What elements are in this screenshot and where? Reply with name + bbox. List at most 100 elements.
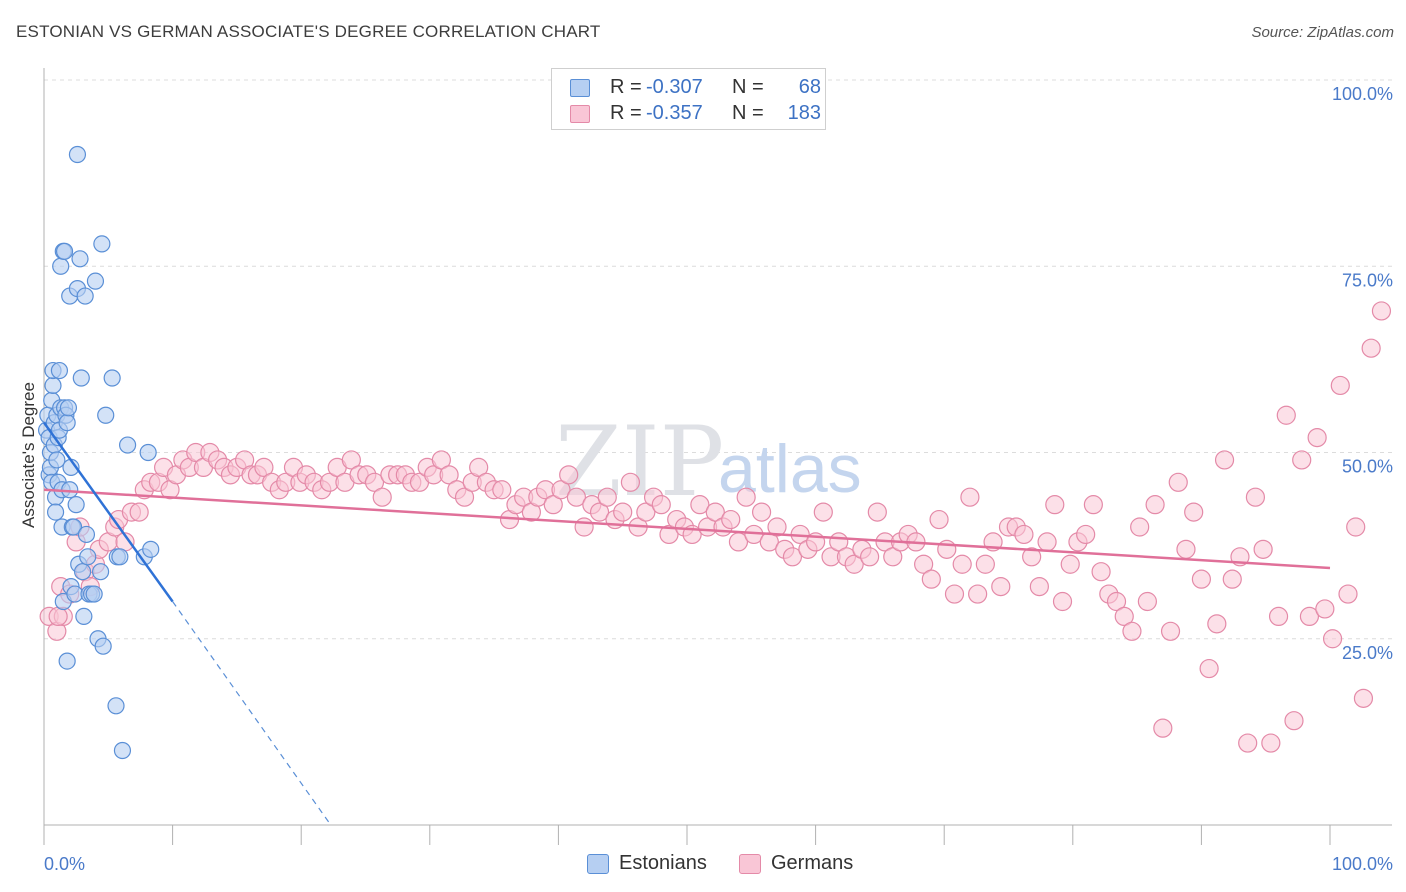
german-point: [1292, 450, 1312, 470]
estonians-legend-label: Estonians: [619, 852, 707, 874]
german-point: [1353, 688, 1374, 708]
estonian-point: [79, 548, 97, 566]
german-point: [914, 554, 934, 574]
estonian-point: [73, 563, 92, 581]
estonian-point: [139, 443, 157, 462]
german-point: [1361, 338, 1381, 358]
german-point: [1191, 569, 1212, 589]
german-point: [620, 472, 641, 492]
germans-trendline: [43, 488, 1331, 570]
german-point: [1114, 606, 1134, 627]
german-point: [439, 465, 459, 485]
estonian-point: [111, 548, 129, 566]
german-point: [1261, 733, 1281, 753]
legend-r-value: -0.307: [646, 76, 703, 98]
german-point: [1199, 658, 1219, 679]
german-point: [1106, 591, 1127, 612]
german-point: [952, 554, 972, 574]
german-point: [705, 502, 725, 522]
german-point: [613, 502, 633, 522]
german-point: [1184, 502, 1204, 522]
y-tick-label: 100.0%: [1332, 84, 1393, 104]
estonian-point: [86, 272, 105, 290]
estonian-point: [55, 242, 74, 260]
axes: [43, 68, 1392, 845]
estonian-point: [71, 250, 89, 268]
german-point: [129, 502, 149, 522]
german-point: [1299, 606, 1320, 627]
german-point: [589, 502, 610, 522]
german-point: [721, 509, 741, 530]
estonian-point: [68, 145, 87, 164]
estonian-point: [44, 376, 62, 395]
source-attribution: Source: ZipAtlas.com: [1251, 24, 1394, 41]
estonian-point: [93, 235, 111, 253]
german-point: [1338, 584, 1358, 604]
german-point: [1037, 532, 1057, 552]
german-point: [431, 450, 451, 470]
estonians-legend-swatch: [587, 854, 609, 874]
estonian-point: [77, 525, 96, 544]
german-point: [1222, 569, 1242, 589]
german-point: [1029, 576, 1049, 597]
german-point: [968, 584, 988, 604]
german-point: [1014, 524, 1034, 545]
estonian-point: [64, 518, 83, 536]
estonian-point: [118, 436, 137, 454]
german-point: [1060, 554, 1080, 574]
german-point: [1284, 711, 1304, 731]
german-point: [372, 487, 392, 507]
german-point: [1307, 428, 1327, 448]
german-point: [1122, 621, 1142, 641]
legend-r-value: -0.357: [646, 102, 703, 124]
german-point: [574, 517, 594, 537]
estonian-point: [58, 414, 76, 432]
german-point: [929, 509, 949, 530]
german-point: [492, 480, 512, 500]
estonian-point: [50, 361, 69, 380]
german-point: [559, 465, 579, 485]
estonian-point: [48, 451, 66, 469]
estonian-point: [59, 399, 78, 417]
estonians-trendline-extension: [172, 601, 332, 826]
german-point: [543, 495, 563, 515]
german-point: [1176, 539, 1196, 559]
german-point: [636, 502, 656, 522]
german-point: [341, 450, 361, 470]
german-point: [1153, 718, 1173, 738]
german-point: [813, 502, 833, 522]
estonian-point: [142, 540, 160, 558]
german-point: [751, 502, 772, 522]
estonian-point: [103, 369, 121, 387]
german-point: [736, 487, 756, 507]
german-point: [921, 569, 941, 589]
x-tick-label: 0.0%: [44, 854, 85, 874]
german-point: [767, 517, 787, 537]
german-point: [1045, 495, 1065, 515]
german-point: [1207, 614, 1227, 634]
legend-n-value: 68: [798, 76, 821, 98]
german-point: [883, 547, 903, 567]
german-point: [1091, 562, 1111, 582]
germans-legend-label: Germans: [771, 852, 854, 874]
estonians-trendline: [42, 421, 174, 603]
legend-n-value: 183: [787, 102, 821, 124]
german-point: [566, 487, 587, 507]
german-point: [551, 480, 571, 500]
german-point: [1322, 629, 1343, 649]
german-point: [1245, 487, 1266, 507]
german-point: [1346, 517, 1366, 537]
german-point: [844, 554, 864, 574]
german-point: [597, 487, 617, 507]
german-point: [48, 606, 68, 627]
german-point: [1315, 599, 1335, 619]
german-point: [254, 457, 274, 477]
estonian-point: [113, 741, 132, 760]
tick-labels: 25.0% 50.0% 75.0% 100.0% 0.0% 100.0%: [44, 84, 1393, 874]
german-point: [469, 457, 489, 477]
german-point: [975, 554, 995, 574]
estonian-point: [67, 496, 85, 514]
german-point: [690, 495, 710, 515]
germans-swatch: [570, 105, 590, 123]
